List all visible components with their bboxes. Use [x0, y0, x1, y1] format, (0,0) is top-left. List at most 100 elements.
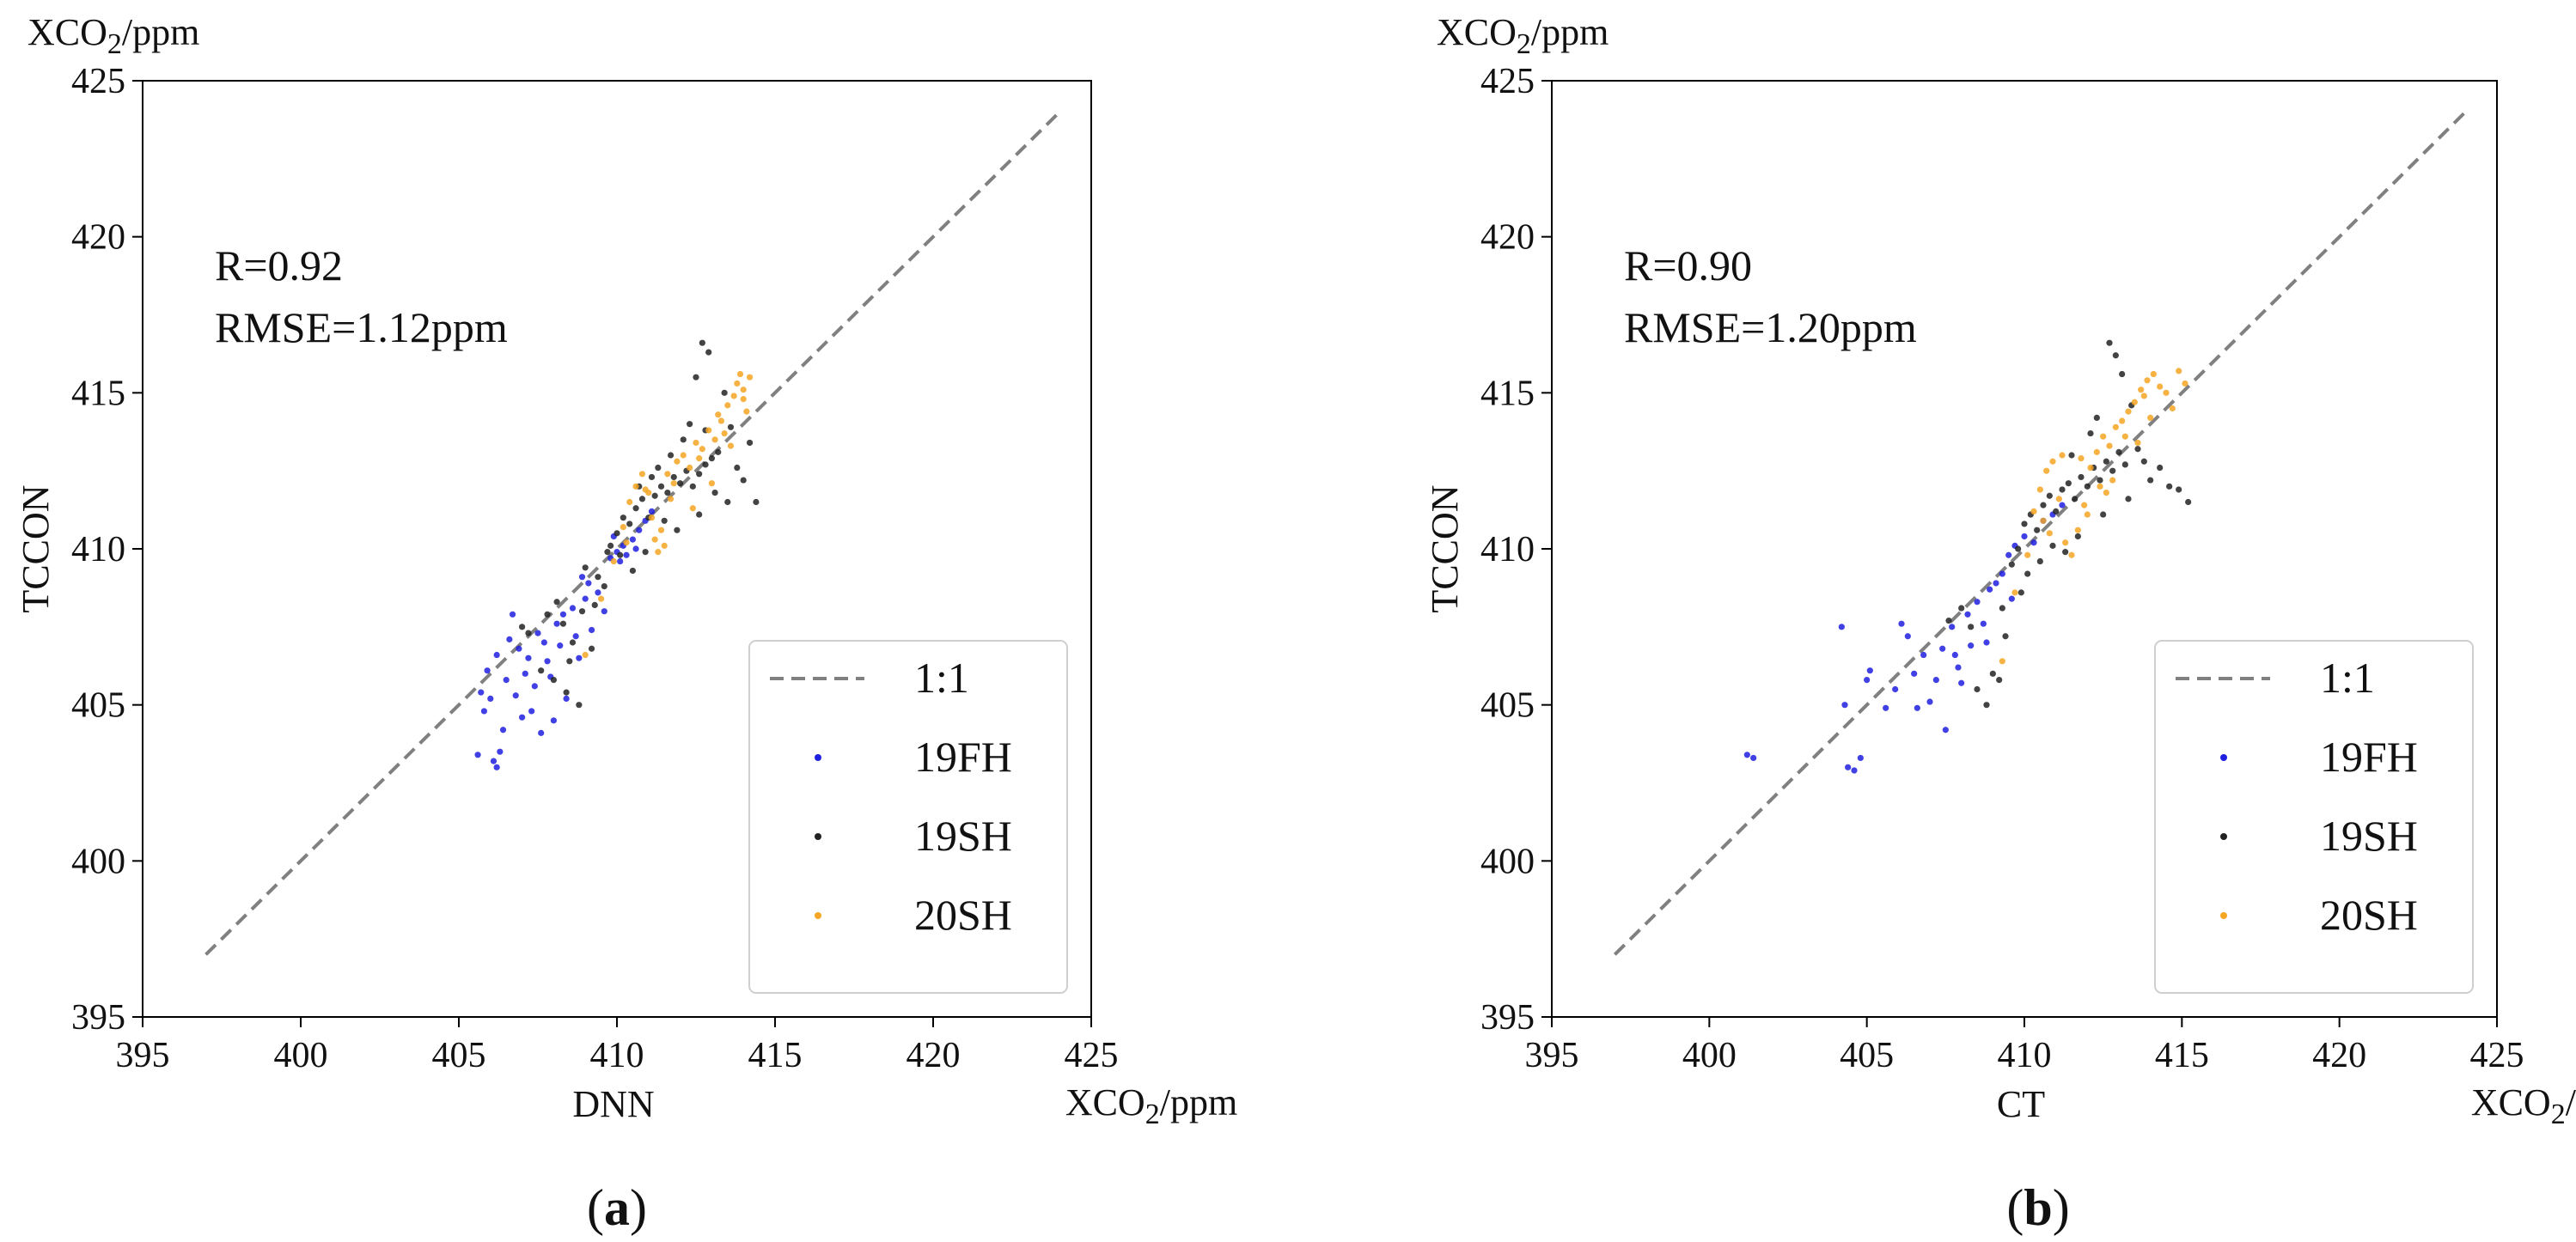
series-19FH [1743, 502, 2066, 774]
scatter-point-20SH [648, 514, 656, 521]
scatter-point-19SH [699, 339, 705, 346]
scatter-point-19SH [1999, 605, 2005, 612]
scatter-point-19SH [538, 667, 545, 674]
legend-box [2154, 640, 2474, 994]
series-19FH [474, 508, 656, 770]
legend-label-19SH: 19SH [2320, 812, 2418, 860]
scatter-point-20SH [632, 483, 639, 490]
scatter-point-19SH [595, 574, 601, 581]
x-axis-label: DNN [572, 1083, 654, 1125]
scatter-point-20SH [727, 442, 735, 449]
scatter-point-20SH [2084, 511, 2091, 518]
y-tick-label: 425 [1480, 62, 1535, 101]
scatter-point-19SH [734, 464, 741, 472]
legend-label-1to1: 1:1 [914, 654, 969, 702]
y-tick-label: 400 [1480, 842, 1535, 881]
scatter-point-19SH [746, 439, 754, 447]
scatter-point-19FH [478, 689, 485, 696]
x-tick-label: 420 [2312, 1036, 2366, 1075]
scatter-point-19FH [636, 527, 643, 533]
scatter-point-19SH [696, 471, 703, 478]
scatter-point-19FH [2030, 539, 2037, 546]
scatter-point-19SH [582, 564, 589, 571]
scatter-point-19FH [1892, 685, 1899, 693]
scatter-point-19FH [617, 557, 624, 565]
y-tick-label: 395 [71, 998, 125, 1038]
scatter-point-19FH [1920, 651, 1927, 659]
scatter-point-19SH [2115, 448, 2122, 455]
scatter-point-19FH [1851, 767, 1858, 774]
scatter-point-19SH [2002, 633, 2009, 640]
stat-annotation: R=0.90 [1624, 241, 1752, 289]
scatter-point-19SH [2059, 486, 2066, 493]
scatter-point-19FH [557, 642, 564, 649]
scatter-point-20SH [2100, 433, 2107, 440]
scatter-point-19SH [2157, 464, 2164, 472]
scatter-point-19SH [550, 677, 558, 684]
scatter-point-19SH [2040, 502, 2047, 508]
scatter-point-19SH [2087, 429, 2094, 437]
legend-label-20SH: 20SH [2320, 891, 2418, 939]
scatter-point-19SH [651, 492, 658, 499]
scatter-point-19SH [544, 611, 551, 618]
scatter-point-19FH [1939, 645, 1946, 652]
y-unit-label: XCO2/ppm [1437, 11, 1608, 60]
scatter-point-20SH [2106, 442, 2113, 449]
x-tick-label: 415 [2155, 1036, 2209, 1075]
scatter-point-20SH [717, 417, 725, 424]
scatter-point-19FH [1845, 764, 1852, 770]
scatter-point-19FH [1904, 633, 1911, 640]
scatter-point-19FH [632, 545, 639, 552]
scatter-point-20SH [2081, 502, 2088, 508]
scatter-point-19FH [1951, 651, 1958, 659]
scatter-point-19FH [2005, 551, 2012, 558]
scatter-point-20SH [667, 496, 675, 502]
legend: 1:1 19FH 19SH 20SH [748, 640, 1068, 994]
scatter-point-20SH [699, 446, 705, 453]
scatter-point-20SH [2011, 589, 2018, 596]
x-tick-label: 425 [1065, 1036, 1119, 1075]
scatter-point-20SH [655, 549, 662, 556]
scatter-point-19FH [550, 717, 558, 724]
scatter-point-19FH [1857, 754, 1864, 762]
x-tick-label: 410 [1998, 1036, 2052, 1075]
scatter-point-20SH [2163, 389, 2170, 396]
x-tick-label: 395 [116, 1036, 170, 1075]
scatter-point-20SH [610, 557, 617, 565]
x-tick-label: 410 [590, 1036, 644, 1075]
scatter-point-19SH [655, 464, 662, 472]
scatter-point-20SH [2125, 408, 2132, 415]
scatter-point-19FH [2021, 533, 2028, 540]
scatter-point-20SH [2147, 414, 2154, 421]
scatter-point-20SH [736, 370, 744, 378]
scatter-point-19FH [1955, 664, 1962, 671]
scatter-point-19FH [1980, 620, 1987, 627]
scatter-point-20SH [2150, 370, 2157, 378]
scatter-point-20SH [638, 471, 646, 478]
scatter-point-19FH [1964, 611, 1971, 618]
scatter-point-20SH [743, 408, 750, 415]
scatter-point-19SH [1989, 670, 1996, 677]
legend-swatch-19SH [2220, 833, 2227, 840]
scatter-point-19SH [674, 527, 681, 533]
scatter-point-19SH [2176, 486, 2182, 493]
panel-b: 395 400 405 410 415 420 425 395 400 405 410 415 420 4… [1424, 11, 2576, 1236]
scatter-point-19FH [1942, 727, 1949, 734]
scatter-point-19SH [2078, 473, 2085, 481]
scatter-point-19FH [540, 639, 547, 646]
scatter-point-19FH [519, 714, 526, 721]
scatter-point-20SH [2138, 387, 2145, 393]
scatter-point-20SH [687, 464, 693, 472]
scatter-point-20SH [2097, 483, 2103, 490]
scatter-point-19SH [2034, 527, 2041, 533]
scatter-point-19FH [588, 626, 595, 634]
scatter-point-19SH [591, 601, 598, 609]
legend-swatch-19FH [2220, 754, 2227, 761]
scatter-point-19FH [563, 695, 570, 703]
scatter-point-19FH [497, 748, 504, 755]
scatter-point-19SH [553, 599, 560, 606]
scatter-point-19SH [2084, 483, 2091, 490]
scatter-point-19FH [1987, 586, 1993, 593]
scatter-point-20SH [680, 452, 687, 459]
